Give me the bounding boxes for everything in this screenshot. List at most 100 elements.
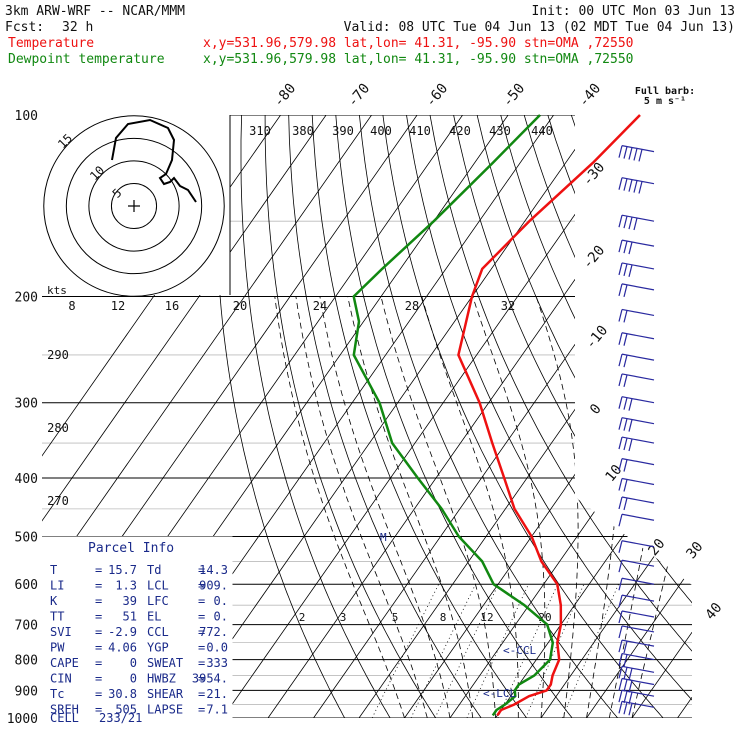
wind-barb-flag (623, 437, 628, 451)
parcel-value: 39 (123, 594, 137, 608)
parcel-value-2: 0.0 (206, 641, 228, 655)
wind-barb-flag (623, 702, 628, 715)
wind-barb-flag (623, 263, 628, 277)
wind-barb-flag (623, 374, 628, 388)
wind-barb-shaft (621, 513, 655, 521)
dewpoint-legend: Dewpoint temperature (8, 52, 165, 67)
isotherm-label: -80 (271, 81, 300, 111)
wind-barb-shaft (621, 625, 655, 633)
ccl-marker: <-CCL (503, 644, 536, 657)
wind-barb-flag (618, 594, 623, 608)
parcel-value-2: 21. (206, 687, 228, 701)
parcel-equals-2: = (198, 656, 205, 670)
parcel-value-2: 0. (214, 610, 228, 624)
wind-barb-flag (618, 177, 623, 190)
isotherm-line (586, 115, 692, 718)
parcel-equals: = (95, 610, 102, 624)
wind-barb (618, 262, 655, 277)
parcel-label-2: LFC (147, 594, 169, 608)
moist-adiabat (421, 296, 519, 718)
fcst-value: 32 h (62, 20, 93, 35)
wind-barb-flag (628, 241, 633, 255)
wind-barb-flag (623, 146, 628, 159)
isotherm-label: -70 (345, 81, 374, 111)
wind-barb-flag (618, 262, 623, 276)
lcl-marker: <-LCL (483, 687, 516, 700)
wind-barb-flag (618, 353, 623, 367)
wind-barb-flag (623, 284, 628, 297)
parcel-value: 1.3 (115, 579, 137, 593)
wind-barb-shaft (621, 145, 655, 153)
hodograph-ring (65, 137, 203, 275)
parcel-label: CAPE (50, 656, 79, 670)
parcel-value-2: 333 (206, 656, 228, 670)
wind-barb-flag (623, 178, 628, 191)
wind-barb-flag (618, 578, 623, 591)
isotherm-line (176, 115, 600, 718)
isotherm-label: -40 (576, 81, 605, 111)
wind-barb-shaft (621, 652, 655, 661)
dry-adiabat (406, 115, 692, 718)
wind-barb-flag (618, 145, 623, 158)
wind-barb-flag (628, 147, 633, 160)
temperature-legend: Temperature (8, 36, 94, 51)
parcel-equals: = (95, 656, 102, 670)
parcel-label-2: CCL (147, 625, 169, 639)
hodograph-units: kts (47, 284, 67, 297)
wind-barb (618, 639, 655, 654)
theta-label: 290 (47, 348, 69, 362)
wind-barb-flag (628, 419, 633, 432)
isotherm-line (358, 115, 692, 718)
wind-barb-flag (633, 180, 638, 193)
wind-barb (618, 283, 655, 297)
wind-barb (618, 496, 655, 511)
wind-barb-flag (623, 418, 628, 431)
wind-barb-flag (628, 438, 633, 452)
parcel-equals-2: = (198, 687, 205, 701)
theta-label: 400 (370, 124, 392, 138)
hodograph-ring (110, 182, 158, 230)
mixing-ratio-label: 8 (440, 611, 447, 624)
wind-barb-flag (618, 701, 623, 714)
wind-barb-flag (618, 332, 623, 345)
wind-barb-shaft (621, 308, 655, 317)
cell-value: 233/21 (99, 711, 142, 725)
pressure-label: 600 (15, 578, 38, 593)
wind-barb (618, 665, 655, 681)
parcel-equals-2: = (198, 672, 205, 686)
theta-label: 310 (249, 124, 271, 138)
speed-tick-label: 20 (233, 299, 247, 313)
mixing-ratio-line (562, 584, 619, 718)
parcel-equals-2: = (198, 594, 205, 608)
parcel-label-2: SHEAR (147, 687, 184, 701)
isotherm-line (540, 115, 692, 718)
wind-barb-shaft (621, 700, 655, 708)
m-marker: M (380, 531, 387, 544)
mixing-ratio-line (466, 584, 529, 718)
dry-adiabat (476, 115, 692, 718)
isotherm-label: -20 (580, 243, 609, 273)
dry-adiabat (264, 115, 437, 718)
pressure-label: 400 (15, 472, 38, 487)
wind-barb-flag (628, 216, 633, 230)
wind-barb-flag (618, 215, 623, 228)
wind-barb-flag (618, 478, 623, 491)
dewpoint-profile (352, 114, 555, 717)
profiles: <-CCL <-LCL M (352, 114, 641, 717)
parcel-label: SREH (50, 703, 79, 717)
parcel-label: LI (50, 579, 64, 593)
wind-barb (618, 677, 655, 693)
speed-tick-label: 24 (313, 299, 327, 313)
isotherm-line (222, 115, 645, 718)
wind-barb-flag (638, 149, 643, 162)
parcel-label: CIN (50, 672, 72, 686)
barb-legend: Full barb: 5 m s⁻¹ (635, 86, 695, 107)
isotherm-line (631, 115, 692, 718)
speed-tick-label: 28 (405, 299, 419, 313)
wind-barb (618, 353, 655, 368)
wind-barb-flag (618, 417, 623, 430)
parcel-value: 4.06 (108, 641, 137, 655)
wind-barb (618, 577, 655, 591)
wind-barb-flag (623, 310, 628, 323)
parcel-label-2: YGP (147, 641, 169, 655)
